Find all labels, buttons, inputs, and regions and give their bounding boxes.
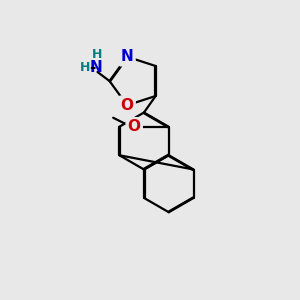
Text: O: O (128, 119, 141, 134)
Text: N: N (90, 60, 102, 75)
Text: -: - (89, 60, 96, 75)
Text: H: H (80, 61, 90, 74)
Text: O: O (121, 98, 134, 113)
Text: H: H (92, 47, 103, 61)
Text: N: N (121, 49, 134, 64)
